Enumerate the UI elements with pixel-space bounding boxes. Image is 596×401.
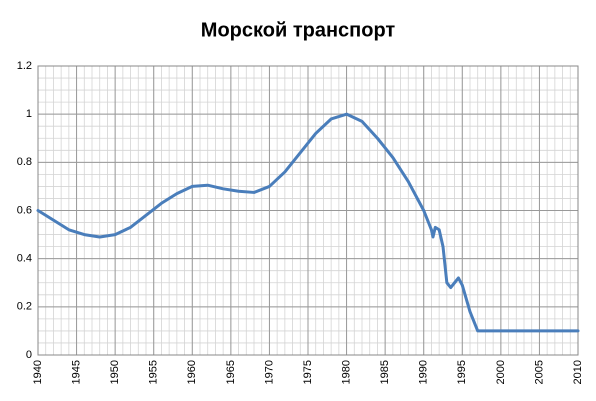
x-tick-label: 1940	[32, 360, 44, 384]
x-tick-label: 1945	[70, 360, 82, 384]
y-tick-label: 1	[26, 108, 32, 120]
line	[36, 112, 580, 333]
x-tick-label: 1960	[186, 360, 198, 384]
y-tick-label: 0.2	[17, 301, 32, 313]
chart-title: Морской транспорт	[201, 19, 396, 41]
x-tick-label: 1970	[263, 360, 275, 384]
x-tick-label: 2005	[533, 360, 545, 384]
x-tick-label: 1975	[302, 360, 314, 384]
y-tick-label: 0	[26, 349, 32, 361]
x-tick-label: 1955	[148, 360, 160, 384]
y-tick-label: 0.8	[17, 156, 32, 168]
x-tick-label: 2000	[495, 360, 507, 384]
x-tick-label: 2010	[572, 360, 584, 384]
y-tick-label: 1.2	[17, 60, 32, 72]
y-tick-label: 0.4	[17, 253, 32, 265]
y-tick-label: 0.6	[17, 204, 32, 216]
x-tick-label: 1985	[379, 360, 391, 384]
x-tick-label: 1950	[109, 360, 121, 384]
x-tick-label: 1990	[418, 360, 430, 384]
x-tick-label: 1980	[340, 360, 352, 384]
x-tick-label: 1965	[225, 360, 237, 384]
x-tick-label: 1995	[456, 360, 468, 384]
